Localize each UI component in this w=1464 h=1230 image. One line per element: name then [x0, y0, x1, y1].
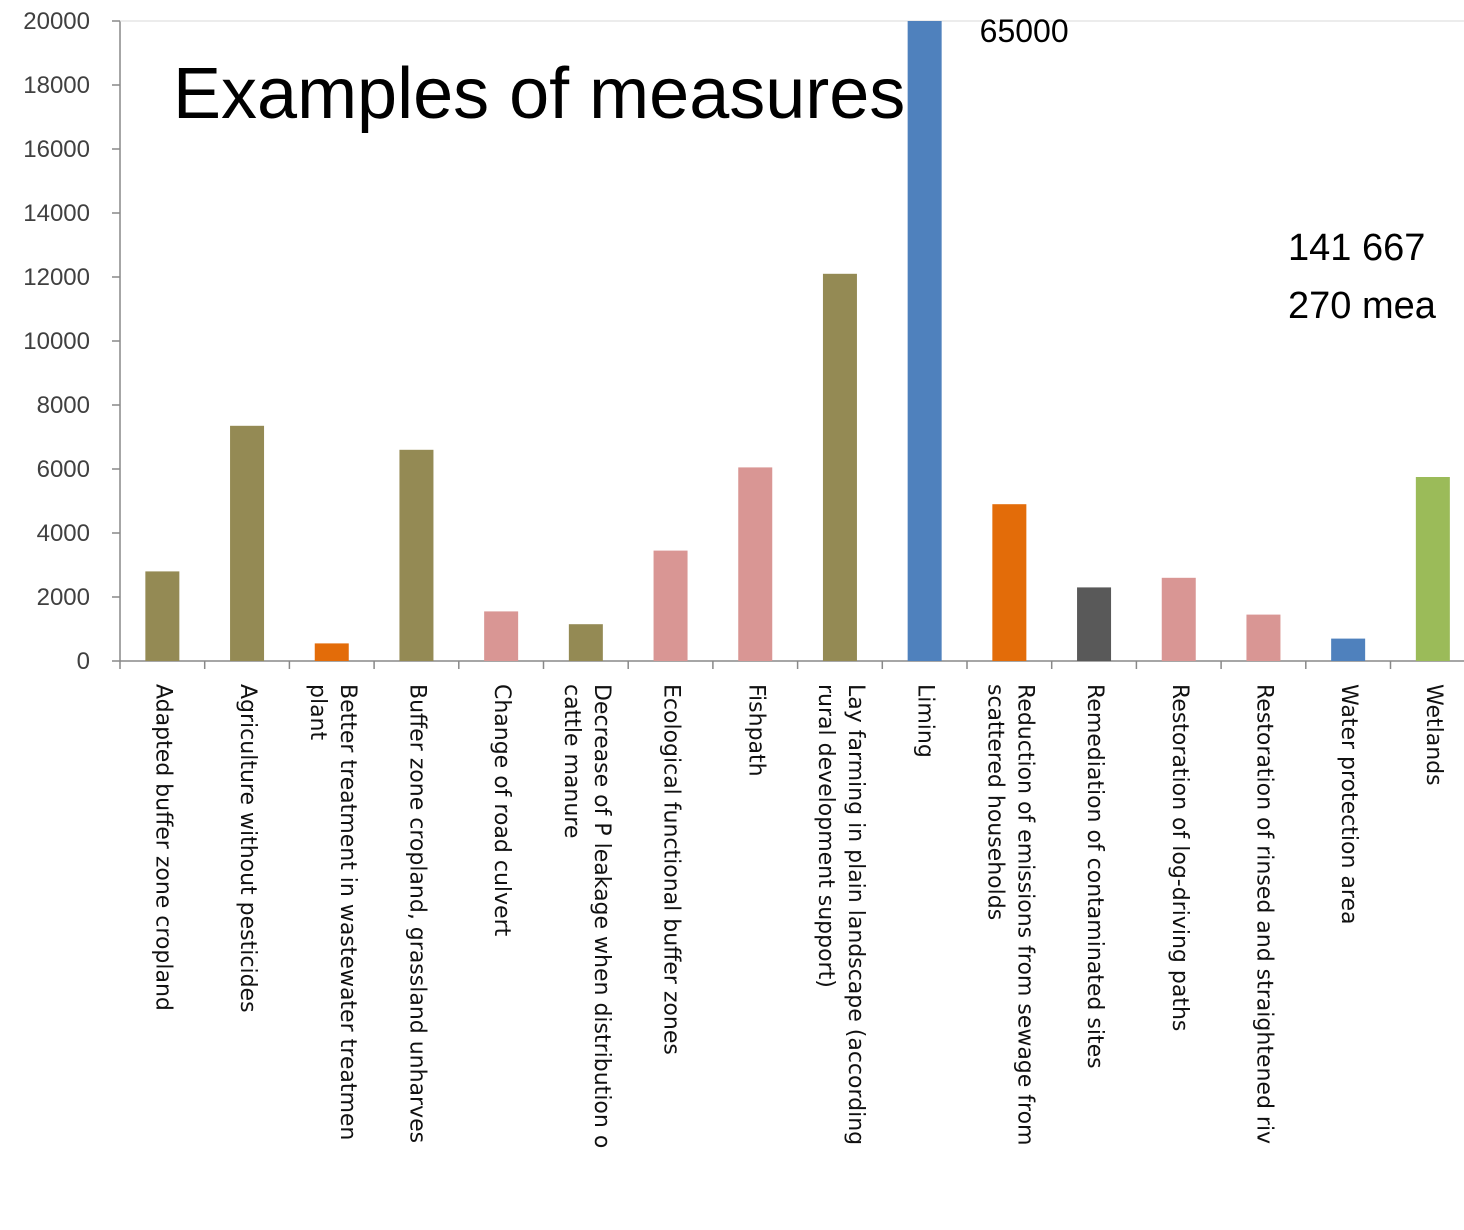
bar [145, 571, 180, 661]
bar [653, 550, 688, 661]
bar [738, 467, 773, 661]
y-tick-label: 6000 [37, 456, 90, 483]
y-axis: 0 2000 4000 6000 8000 10000 12000 14000 16000 180… [23, 8, 1464, 675]
x-axis [119, 660, 1464, 669]
category-label: Liming [913, 684, 938, 758]
category-labels: Adapted buffer zone cropland Agriculture … [150, 684, 1446, 1148]
bar [822, 273, 857, 661]
bar [568, 624, 603, 661]
category-label: Better treatment in wastewater treatmen [335, 684, 360, 1140]
bar-value-label: 65000 [980, 13, 1069, 49]
bar [314, 643, 349, 661]
category-label: rural development support) [813, 684, 838, 988]
bar [1161, 577, 1196, 661]
bar [907, 21, 942, 661]
category-label: Decrease of P leakage when distribution … [589, 684, 614, 1148]
bar [1246, 614, 1281, 661]
y-tick-label: 10000 [23, 328, 90, 355]
category-label: cattle manure [559, 684, 584, 838]
bar [1415, 477, 1450, 661]
category-label: Ecological functional buffer zones [659, 684, 684, 1055]
y-tick-label: 14000 [23, 200, 90, 227]
y-tick-label: 8000 [37, 392, 90, 419]
y-tick-label: 2000 [37, 584, 90, 611]
category-label: Reduction of emissions from sewage from [1012, 684, 1037, 1146]
y-tick-label: 12000 [23, 264, 90, 291]
bar [484, 611, 519, 661]
category-label: Buffer zone cropland, grassland unharves [404, 684, 429, 1143]
bar [230, 425, 265, 661]
bar [1077, 587, 1112, 661]
y-tick-label: 0 [77, 648, 90, 675]
category-label: Lay farming in plain landscape (accordin… [843, 684, 868, 1145]
slide-title: Examples of measures [173, 54, 905, 134]
bars [145, 21, 1450, 661]
bar [992, 504, 1027, 661]
summary-measures-text: 270 mea [1288, 285, 1437, 327]
y-tick-label: 16000 [23, 136, 90, 163]
category-label: Agriculture without pesticides [235, 684, 260, 1013]
y-tick-label: 18000 [23, 72, 90, 99]
y-tick-label: 4000 [37, 520, 90, 547]
summary-count-text: 141 667 [1288, 227, 1425, 269]
category-label: Fishpath [743, 684, 768, 777]
bar [1331, 638, 1366, 661]
category-label: scattered households [982, 684, 1007, 920]
category-label: Restoration of rinsed and straightened r… [1251, 684, 1276, 1144]
category-label: plant [305, 684, 330, 741]
category-label: Water protection area [1336, 684, 1361, 924]
bar [399, 449, 434, 661]
category-label: Adapted buffer zone cropland [150, 684, 175, 1011]
y-tick-label: 20000 [23, 8, 90, 35]
category-label: Restoration of log-driving paths [1167, 684, 1192, 1031]
category-label: Wetlands [1421, 684, 1446, 786]
bar-annotations: 65000 [980, 13, 1069, 49]
category-label: Change of road culvert [489, 684, 514, 937]
category-label: Remediation of contaminated sites [1082, 684, 1107, 1069]
